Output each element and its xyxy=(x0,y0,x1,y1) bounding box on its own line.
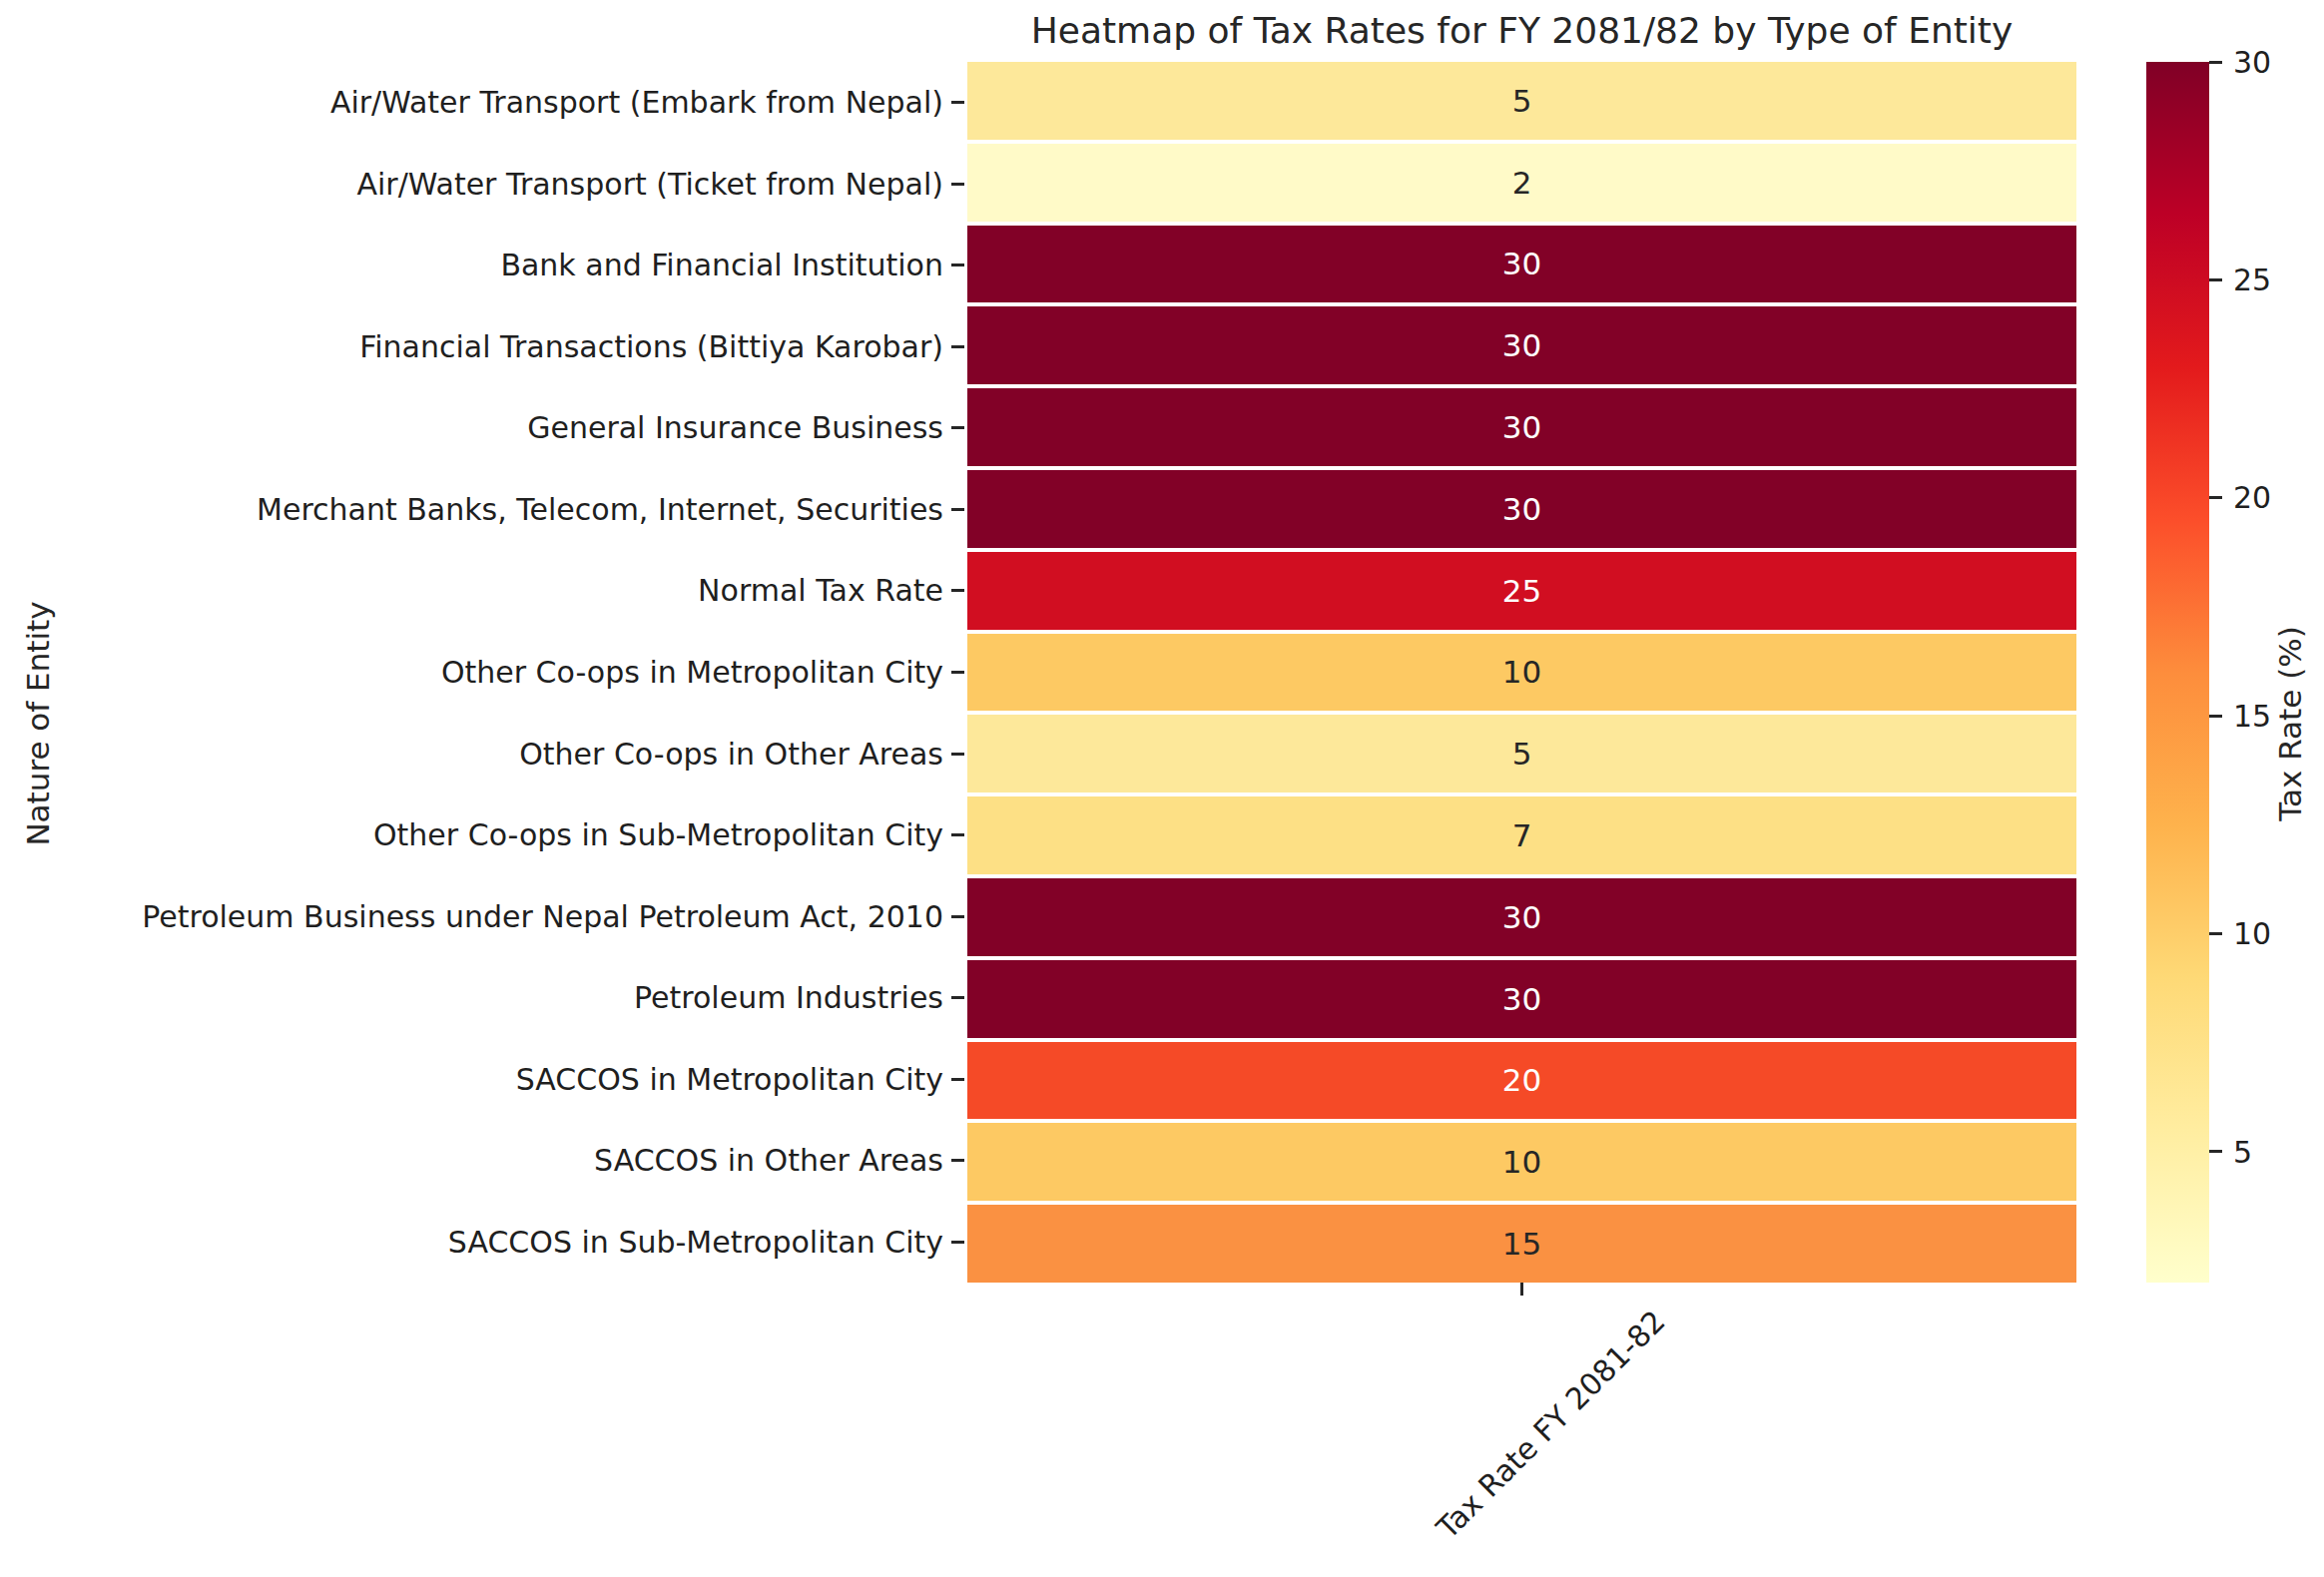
heatmap-cell: 10 xyxy=(967,1119,2076,1201)
y-tick-label: Other Co-ops in Sub-Metropolitan City xyxy=(0,794,943,876)
y-tick-mark xyxy=(951,183,964,186)
y-tick-mark xyxy=(951,1078,964,1081)
y-tick-mark xyxy=(951,915,964,918)
x-tick-mark xyxy=(1520,1283,1523,1296)
cell-value: 30 xyxy=(1502,409,1541,445)
y-tick-label: Petroleum Industries xyxy=(0,957,943,1039)
cell-value: 30 xyxy=(1502,327,1541,363)
y-tick-label: Air/Water Transport (Ticket from Nepal) xyxy=(0,144,943,226)
heatmap-cell: 30 xyxy=(967,222,2076,303)
colorbar-tick-mark xyxy=(2209,496,2222,499)
cell-value: 30 xyxy=(1502,981,1541,1017)
cell-value: 30 xyxy=(1502,899,1541,935)
y-tick-label: Bank and Financial Institution xyxy=(0,225,943,306)
y-tick-label: Normal Tax Rate xyxy=(0,550,943,632)
heatmap-cell: 2 xyxy=(967,140,2076,222)
colorbar-tick-label: 20 xyxy=(2233,480,2271,515)
heatmap-cell: 25 xyxy=(967,548,2076,630)
colorbar-tick-mark xyxy=(2209,932,2222,935)
y-tick-label: Petroleum Business under Nepal Petroleum… xyxy=(0,875,943,957)
y-tick-label: Air/Water Transport (Embark from Nepal) xyxy=(0,62,943,144)
y-tick-mark xyxy=(951,589,964,592)
y-tick-label: Other Co-ops in Other Areas xyxy=(0,713,943,794)
y-tick-mark xyxy=(951,753,964,756)
heatmap-cell: 30 xyxy=(967,466,2076,548)
heatmap-cell: 5 xyxy=(967,62,2076,140)
cell-value: 10 xyxy=(1502,654,1541,690)
heatmap-cell: 15 xyxy=(967,1201,2076,1283)
cell-value: 2 xyxy=(1512,165,1532,201)
y-tick-label: SACCOS in Metropolitan City xyxy=(0,1038,943,1120)
y-tick-label: Other Co-ops in Metropolitan City xyxy=(0,632,943,714)
heatmap-cell: 10 xyxy=(967,630,2076,712)
y-tick-mark xyxy=(951,263,964,266)
cell-value: 20 xyxy=(1502,1062,1541,1098)
heatmap-cell: 30 xyxy=(967,956,2076,1038)
cell-value: 10 xyxy=(1502,1144,1541,1180)
y-tick-label: Financial Transactions (Bittiya Karobar) xyxy=(0,306,943,388)
y-tick-mark xyxy=(951,101,964,104)
y-tick-mark xyxy=(951,833,964,836)
heatmap-cell: 7 xyxy=(967,792,2076,874)
colorbar-label: Tax Rate (%) xyxy=(2272,626,2308,821)
heatmap-cell: 5 xyxy=(967,711,2076,792)
colorbar-tick-label: 15 xyxy=(2233,699,2271,734)
cell-value: 5 xyxy=(1512,83,1532,119)
heatmap-cell: 30 xyxy=(967,874,2076,956)
colorbar xyxy=(2146,62,2209,1283)
x-tick-label: Tax Rate FY 2081-82 xyxy=(1430,1304,1671,1545)
y-tick-marks xyxy=(951,62,964,1283)
heatmap-figure: Heatmap of Tax Rates for FY 2081/82 by T… xyxy=(0,0,2324,1577)
cell-value: 25 xyxy=(1502,573,1541,609)
y-tick-label: SACCOS in Sub-Metropolitan City xyxy=(0,1201,943,1283)
colorbar-tick-mark xyxy=(2209,1150,2222,1153)
colorbar-tick-label: 5 xyxy=(2233,1135,2252,1170)
y-tick-mark xyxy=(951,671,964,674)
cell-value: 15 xyxy=(1502,1226,1541,1262)
colorbar-tick-mark xyxy=(2209,61,2222,64)
heatmap-grid: 5 2 30 30 30 30 25 10 5 7 30 30 20 10 15 xyxy=(967,62,2076,1283)
y-tick-mark xyxy=(951,426,964,429)
colorbar-tick-label: 10 xyxy=(2233,916,2271,951)
cell-value: 7 xyxy=(1512,817,1532,853)
heatmap-cell: 30 xyxy=(967,384,2076,466)
colorbar-tick-mark xyxy=(2209,715,2222,718)
y-tick-mark xyxy=(951,508,964,511)
colorbar-tick-label: 25 xyxy=(2233,263,2271,297)
colorbar-tick-label: 30 xyxy=(2233,45,2271,80)
y-tick-mark xyxy=(951,1241,964,1244)
cell-value: 30 xyxy=(1502,246,1541,281)
heatmap-cell: 30 xyxy=(967,302,2076,384)
cell-value: 30 xyxy=(1502,491,1541,527)
y-tick-mark xyxy=(951,1159,964,1162)
y-tick-mark xyxy=(951,345,964,348)
y-tick-mark xyxy=(951,996,964,999)
colorbar-tick-mark xyxy=(2209,278,2222,281)
cell-value: 5 xyxy=(1512,736,1532,772)
y-tick-label: SACCOS in Other Areas xyxy=(0,1120,943,1202)
chart-title: Heatmap of Tax Rates for FY 2081/82 by T… xyxy=(967,10,2076,51)
y-tick-label: Merchant Banks, Telecom, Internet, Secur… xyxy=(0,469,943,551)
heatmap-cell: 20 xyxy=(967,1038,2076,1120)
y-tick-label: General Insurance Business xyxy=(0,387,943,469)
y-tick-labels: Air/Water Transport (Embark from Nepal) … xyxy=(0,62,943,1283)
